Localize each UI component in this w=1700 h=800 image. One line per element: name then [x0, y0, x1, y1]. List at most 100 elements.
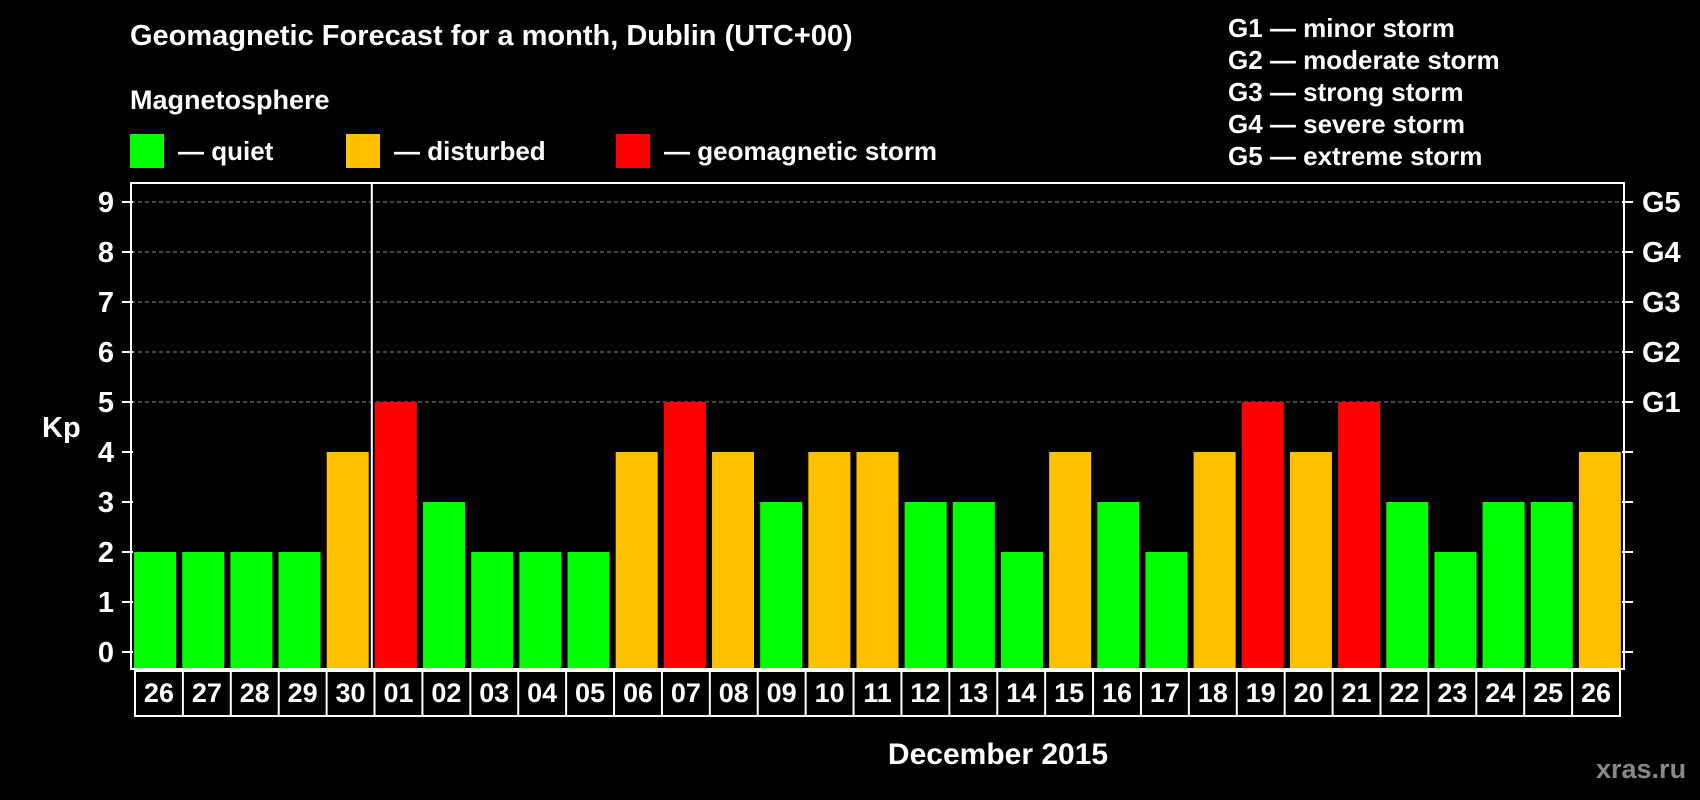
x-tick-label: 04 [527, 678, 557, 708]
x-axis-label: December 2015 [888, 738, 1108, 771]
x-tick-label: 01 [383, 678, 413, 708]
bar-quiet [1097, 502, 1140, 668]
bar-quiet [182, 552, 225, 668]
x-tick-label: 26 [144, 678, 174, 708]
legend-swatch-quiet [130, 134, 164, 168]
bar-quiet [519, 552, 562, 668]
storm-level-g4: G4 — severe storm [1228, 109, 1466, 139]
storm-level-g3: G3 — strong storm [1228, 77, 1464, 107]
legend-heading: Magnetosphere [130, 85, 330, 115]
bar-quiet [952, 502, 995, 668]
bar-quiet [760, 502, 803, 668]
x-tick-label: 06 [623, 678, 653, 708]
plot-frame [130, 182, 1625, 670]
y-tick-label: 1 [98, 587, 114, 619]
storm-level-legend: G1 — minor storm G2 — moderate storm G3 … [1228, 12, 1500, 172]
x-tick-label: 15 [1054, 678, 1084, 708]
bar-quiet [134, 552, 177, 668]
bar-quiet [278, 552, 321, 668]
y-tick-label: 3 [98, 487, 114, 519]
x-tick-label: 05 [575, 678, 605, 708]
right-axis-label: G3 [1642, 287, 1681, 319]
x-tick-label: 22 [1389, 678, 1419, 708]
chart-title: Geomagnetic Forecast for a month, Dublin… [130, 20, 853, 52]
x-tick-label: 10 [815, 678, 845, 708]
storm-level-g5: G5 — extreme storm [1228, 141, 1483, 171]
legend-swatch-storm [616, 134, 650, 168]
y-tick-label: 9 [98, 187, 114, 219]
x-tick-label: 11 [863, 678, 892, 708]
y-tick-label: 8 [98, 237, 114, 269]
x-tick-label: 17 [1150, 678, 1180, 708]
bar-quiet [567, 552, 610, 668]
legend-swatch-disturbed [346, 134, 380, 168]
x-tick-label: 09 [767, 678, 797, 708]
bar-quiet [1000, 552, 1043, 668]
bar-disturbed [615, 452, 658, 668]
legend-item-disturbed: — disturbed [346, 134, 546, 168]
bar-disturbed [856, 452, 899, 668]
bar-disturbed [712, 452, 755, 668]
x-tick-label: 24 [1485, 678, 1515, 708]
bar-disturbed [326, 452, 369, 668]
bar-quiet [423, 502, 466, 668]
bar-quiet [230, 552, 273, 668]
right-axis-label: G1 [1642, 387, 1681, 419]
bar-quiet [1145, 552, 1188, 668]
bar-storm [663, 402, 706, 668]
bar-storm [1241, 402, 1284, 668]
y-tick-label: 5 [98, 387, 114, 419]
x-tick-label: 26 [1581, 678, 1611, 708]
right-axis-label: G5 [1642, 187, 1681, 219]
right-axis-label: G2 [1642, 337, 1681, 369]
y-tick-label: 6 [98, 337, 114, 369]
x-tick-label: 08 [719, 678, 749, 708]
x-tick-label: 28 [240, 678, 270, 708]
x-tick-label: 25 [1533, 678, 1563, 708]
bar-storm [374, 402, 417, 668]
bar-disturbed [808, 452, 851, 668]
legend-label-storm: — geomagnetic storm [664, 135, 938, 166]
legend-item-storm: — geomagnetic storm [616, 134, 937, 168]
y-tick-label: 0 [98, 637, 114, 669]
x-tick-label: 02 [431, 678, 461, 708]
bar-storm [1338, 402, 1381, 668]
y-tick-label: 7 [98, 287, 114, 319]
x-tick-label: 29 [288, 678, 318, 708]
bar-quiet [1482, 502, 1525, 668]
bar-quiet [1434, 552, 1477, 668]
watermark: xras.ru [1596, 754, 1687, 784]
storm-level-g2: G2 — moderate storm [1228, 45, 1500, 75]
date-row-frame [134, 670, 1621, 717]
y-tick-label: 4 [98, 437, 114, 469]
bar-disturbed [1049, 452, 1092, 668]
legend-item-quiet: — quiet [130, 134, 273, 168]
x-tick-label: 27 [192, 678, 222, 708]
bar-quiet [1530, 502, 1573, 668]
bar-disturbed [1193, 452, 1236, 668]
bar-quiet [904, 502, 947, 668]
x-tick-label: 30 [336, 678, 366, 708]
right-axis-label: G4 [1642, 237, 1681, 269]
x-tick-label: 03 [479, 678, 509, 708]
legend-label-disturbed: — disturbed [394, 135, 546, 166]
storm-level-g1: G1 — minor storm [1228, 13, 1455, 43]
x-tick-label: 18 [1198, 678, 1228, 708]
bar-quiet [471, 552, 514, 668]
x-tick-label: 07 [671, 678, 701, 708]
bar-disturbed [1289, 452, 1332, 668]
x-tick-label: 20 [1294, 678, 1324, 708]
bar-quiet [1386, 502, 1429, 668]
bar-disturbed [1578, 452, 1621, 668]
x-tick-label: 13 [958, 678, 988, 708]
y-tick-label: 2 [98, 537, 114, 569]
y-axis-label: Kp [42, 412, 81, 444]
legend-label-quiet: — quiet [178, 135, 274, 166]
x-tick-label: 12 [910, 678, 940, 708]
x-tick-label: 19 [1246, 678, 1276, 708]
x-tick-label: 21 [1342, 678, 1372, 708]
x-tick-label: 16 [1102, 678, 1132, 708]
x-tick-label: 23 [1437, 678, 1467, 708]
x-tick-label: 14 [1006, 678, 1036, 708]
